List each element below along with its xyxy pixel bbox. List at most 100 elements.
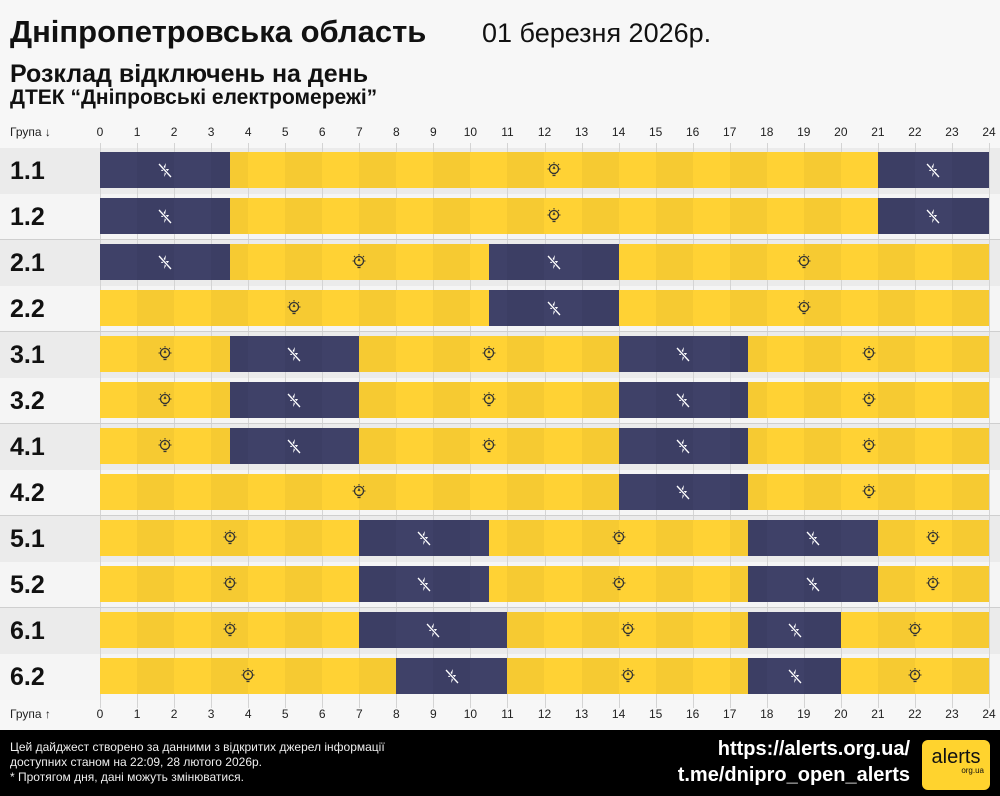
power-on-segment[interactable]: [748, 336, 989, 372]
tick-label-top: 9: [430, 125, 437, 139]
group-label: 6.1: [10, 617, 45, 645]
lightbulb-icon: [906, 621, 924, 639]
grid-line: [655, 143, 657, 708]
tick-label-bottom: 19: [797, 707, 811, 721]
tick-label-top: 3: [207, 125, 215, 139]
tick-label-top: 0: [96, 125, 104, 139]
tick-label-top: 24: [982, 125, 996, 139]
power-on-segment[interactable]: [100, 382, 230, 418]
no-power-bolt-icon: [924, 207, 942, 225]
footer-note: доступних станом на 22:09, 28 лютого 202…: [10, 755, 262, 769]
no-power-bolt-icon: [674, 483, 692, 501]
power-on-segment[interactable]: [100, 474, 619, 510]
power-on-segment[interactable]: [100, 336, 230, 372]
tick-label-top: 1: [133, 125, 141, 139]
tick-label-top: 13: [574, 125, 589, 139]
grid-line: [766, 143, 768, 708]
top-axis-label: Група ↓: [10, 125, 51, 139]
tick-label-bottom: 5: [281, 707, 289, 721]
grid-line: [989, 143, 990, 708]
group-separator: [0, 607, 1000, 608]
group-label: 4.1: [10, 433, 45, 461]
power-on-segment[interactable]: [507, 612, 749, 648]
power-on-segment[interactable]: [748, 382, 989, 418]
power-on-segment[interactable]: [100, 612, 360, 648]
tick-label-bottom: 11: [501, 707, 514, 721]
tick-label-bottom: 0: [96, 707, 104, 721]
no-power-bolt-icon: [156, 207, 174, 225]
lightbulb-icon: [221, 621, 239, 639]
tick-label-top: 5: [281, 125, 289, 139]
lightbulb-icon: [860, 437, 878, 455]
grid-line: [174, 143, 176, 708]
no-power-bolt-icon: [285, 437, 303, 455]
tick-label-bottom: 3: [207, 707, 215, 721]
lightbulb-icon: [610, 529, 628, 547]
no-power-bolt-icon: [424, 621, 442, 639]
tick-label-bottom: 24: [982, 707, 996, 721]
power-on-segment[interactable]: [100, 658, 397, 694]
tick-label-top: 17: [723, 125, 737, 139]
power-on-segment[interactable]: [359, 336, 619, 372]
power-on-segment[interactable]: [840, 612, 989, 648]
tick-label-top: 6: [318, 125, 326, 139]
power-on-segment[interactable]: [840, 658, 989, 694]
telegram-link[interactable]: t.me/dnipro_open_alerts: [677, 764, 910, 786]
tick-label-bottom: 9: [430, 707, 437, 721]
power-on-segment[interactable]: [877, 520, 989, 556]
tick-label-bottom: 22: [908, 707, 922, 721]
group-label: 1.1: [10, 157, 45, 185]
group-label: 3.2: [10, 387, 45, 415]
tick-label-top: 14: [611, 125, 626, 139]
lightbulb-icon: [285, 299, 303, 317]
alerts-logo: alerts org.ua: [922, 740, 990, 790]
tick-label-bottom: 21: [871, 707, 885, 721]
power-on-segment[interactable]: [488, 566, 749, 602]
lightbulb-icon: [619, 621, 637, 639]
power-on-segment[interactable]: [877, 566, 989, 602]
grid-line: [618, 143, 620, 708]
power-on-segment[interactable]: [100, 290, 489, 326]
website-link[interactable]: https://alerts.org.ua/: [717, 738, 910, 760]
lightbulb-icon: [619, 667, 637, 685]
lightbulb-icon: [924, 529, 942, 547]
power-on-segment[interactable]: [229, 152, 878, 188]
power-on-segment[interactable]: [100, 428, 230, 464]
power-on-segment[interactable]: [748, 474, 989, 510]
grid-line: [840, 143, 842, 708]
no-power-bolt-icon: [674, 391, 692, 409]
footer-note: * Протягом дня, дані можуть змінюватися.: [10, 770, 244, 784]
tick-label-top: 7: [355, 125, 363, 139]
power-on-segment[interactable]: [100, 566, 360, 602]
tick-label-bottom: 23: [945, 707, 959, 721]
footer-note: Цей дайджест створено за данними з відкр…: [10, 740, 385, 754]
grid-line: [211, 143, 213, 708]
power-on-segment[interactable]: [359, 382, 619, 418]
grid-line: [581, 143, 583, 708]
power-on-segment[interactable]: [618, 244, 989, 280]
no-power-bolt-icon: [415, 529, 433, 547]
no-power-bolt-icon: [285, 345, 303, 363]
grid-line: [544, 143, 546, 708]
tick-label-bottom: 12: [537, 707, 552, 721]
tick-label-top: 8: [392, 125, 400, 139]
grid-line: [507, 143, 509, 708]
lightbulb-icon: [480, 437, 498, 455]
grid-line: [877, 143, 879, 708]
power-on-segment[interactable]: [618, 290, 989, 326]
power-on-segment[interactable]: [507, 658, 749, 694]
power-on-segment[interactable]: [359, 428, 619, 464]
power-on-segment[interactable]: [229, 198, 878, 234]
grid-line: [137, 143, 139, 708]
lightbulb-icon: [156, 437, 174, 455]
power-on-segment[interactable]: [748, 428, 989, 464]
power-on-segment[interactable]: [229, 244, 489, 280]
region-title: Дніпропетровська область: [10, 14, 427, 49]
power-on-segment[interactable]: [100, 520, 360, 556]
grid-line: [359, 143, 361, 708]
group-separator: [0, 331, 1000, 332]
no-power-bolt-icon: [156, 253, 174, 271]
power-on-segment[interactable]: [488, 520, 749, 556]
tick-label-bottom: 17: [723, 707, 737, 721]
tick-label-top: 19: [797, 125, 811, 139]
